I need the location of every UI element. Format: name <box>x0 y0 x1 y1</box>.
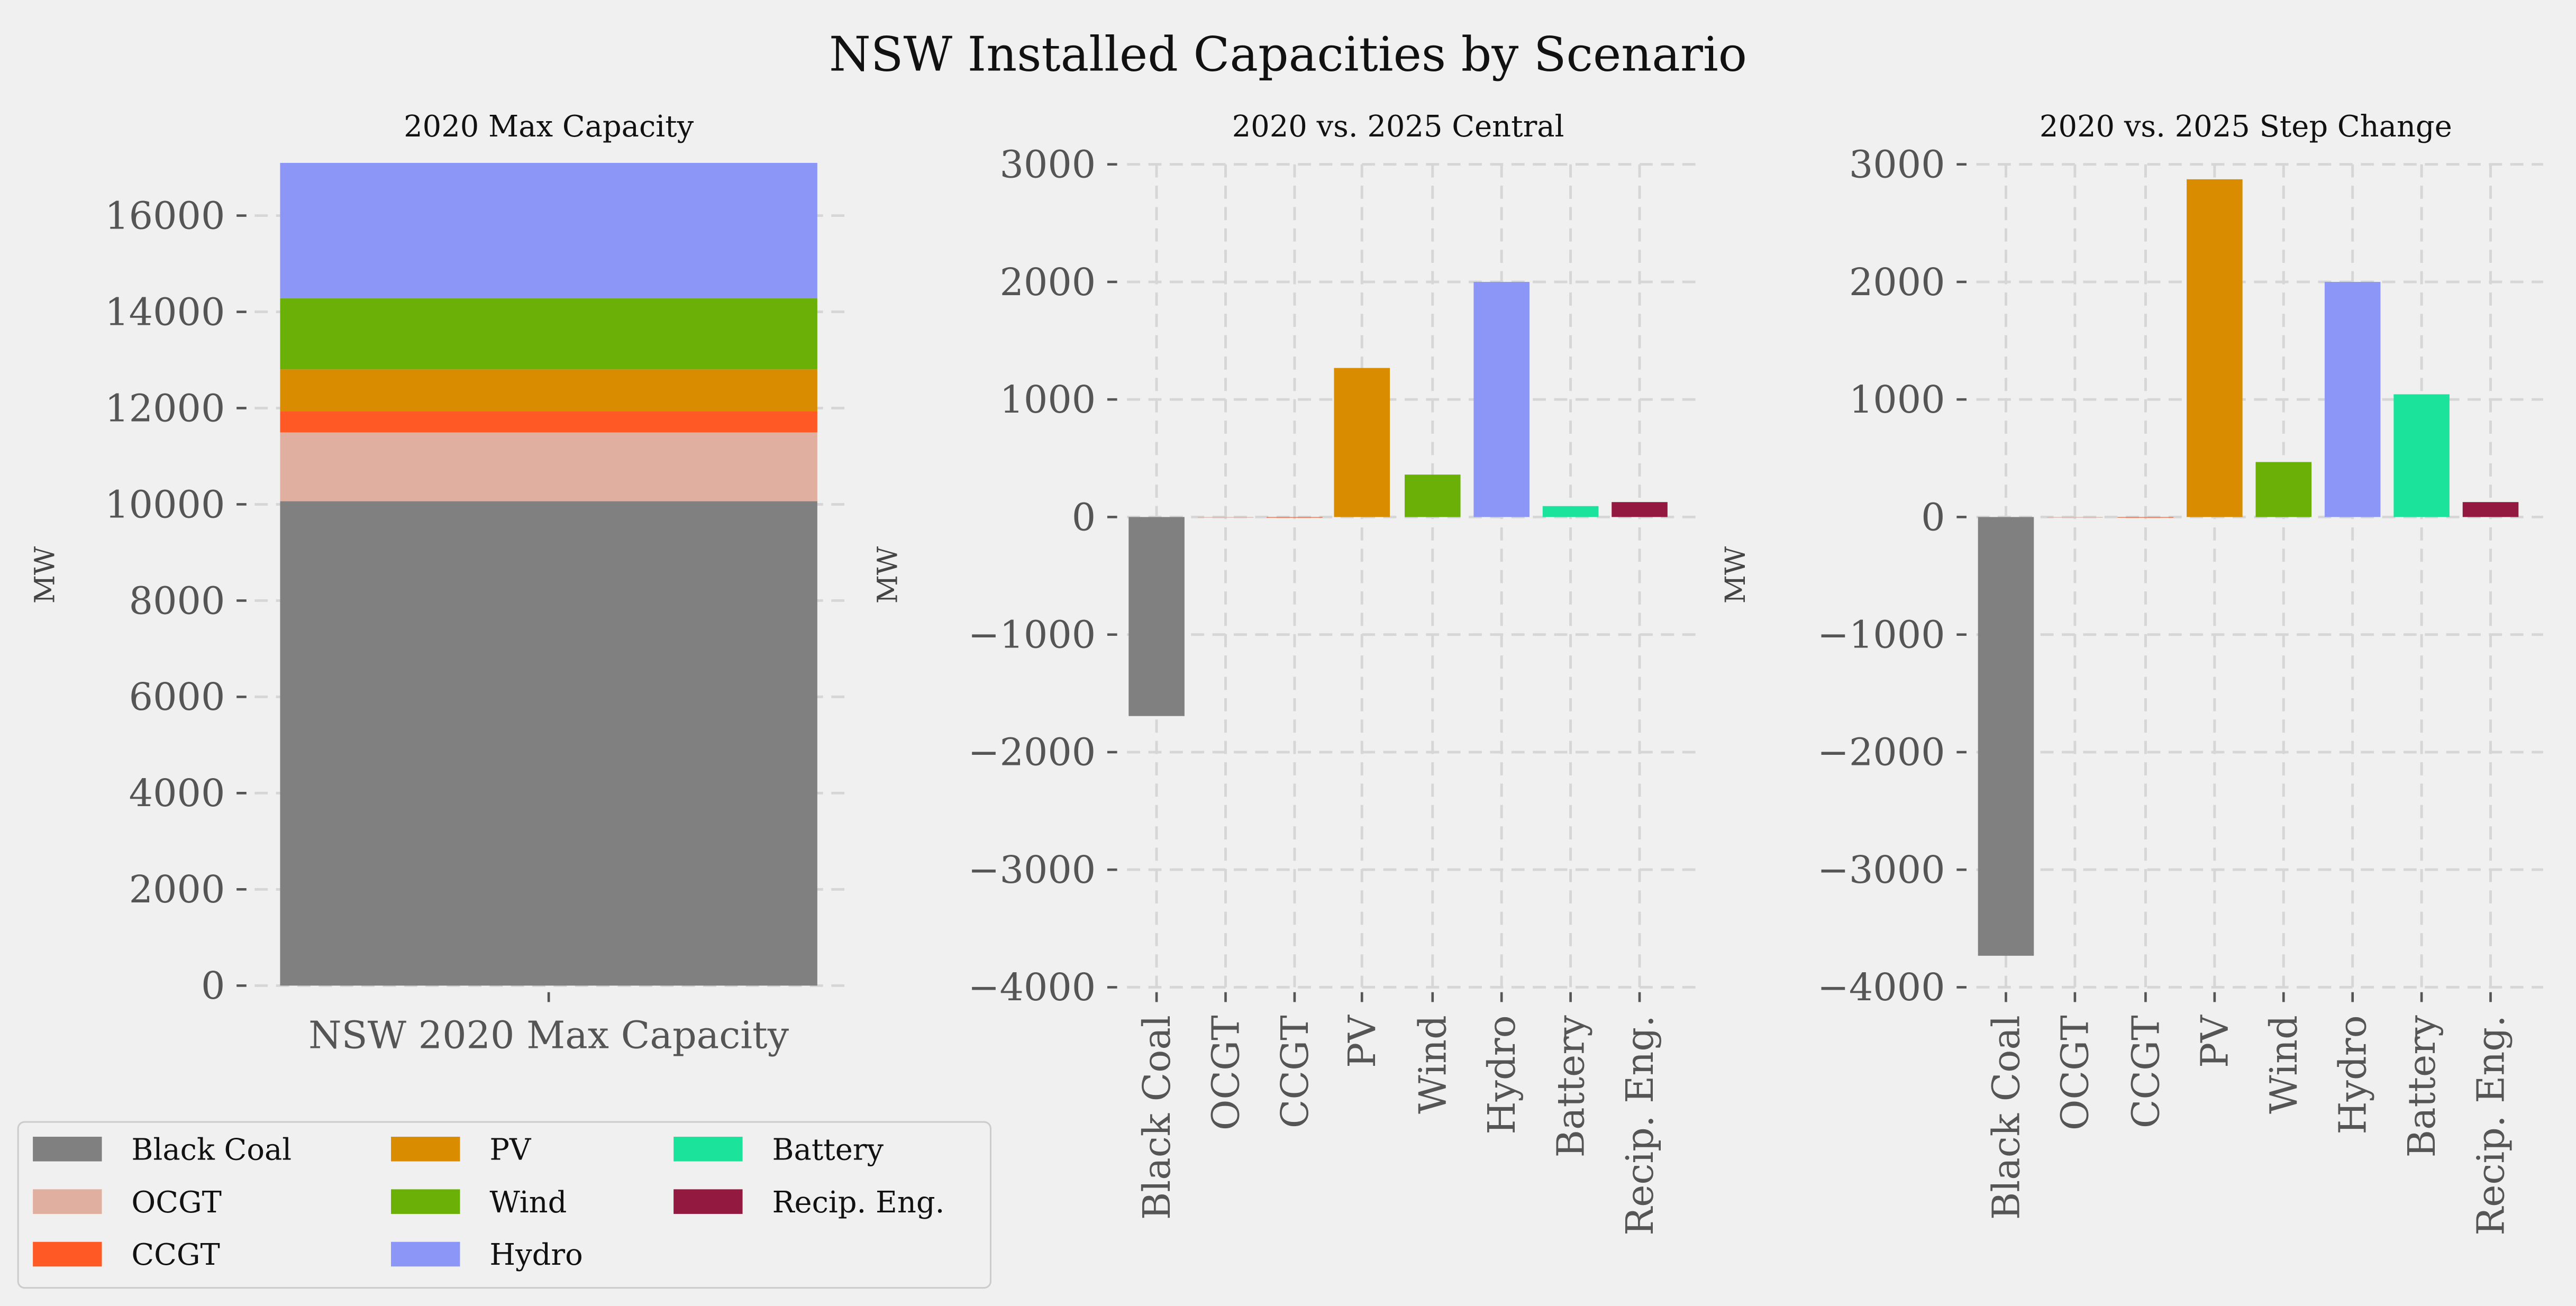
y-tick-label: −1000 <box>1817 613 1945 657</box>
legend-swatch <box>33 1136 102 1162</box>
x-tick-label: PV <box>2193 1015 2237 1068</box>
y-tick-label: 0 <box>1921 495 1945 539</box>
legend-label: Hydro <box>489 1238 582 1272</box>
legend-swatch <box>391 1189 460 1214</box>
y-tick-label: 3000 <box>1849 143 1945 187</box>
bar-segment-wind <box>280 298 817 370</box>
bar-segment-hydro <box>280 162 817 299</box>
legend-item: Hydro <box>391 1238 583 1272</box>
legend-swatch <box>391 1241 460 1267</box>
y-tick-label: −4000 <box>968 965 1096 1009</box>
bar-segment-pv <box>280 369 817 412</box>
legend-label: Wind <box>489 1185 567 1220</box>
x-tick-label: Battery <box>2400 1015 2444 1158</box>
y-tick-label: 2000 <box>129 867 225 911</box>
x-tick-label: Black Coal <box>1984 1015 2028 1220</box>
bar-black-coal <box>1128 517 1185 716</box>
x-tick-label: OCGT <box>2053 1015 2097 1130</box>
y-tick-label: −3000 <box>1817 848 1945 892</box>
x-tick-label: Wind <box>1411 1015 1455 1114</box>
bar-hydro <box>2324 281 2381 517</box>
bar-battery <box>1542 506 1599 517</box>
y-tick-label: 0 <box>201 964 225 1008</box>
legend-item: OCGT <box>33 1185 222 1220</box>
x-tick-label: OCGT <box>1204 1015 1248 1130</box>
bar-wind <box>2255 462 2312 517</box>
panel-2: 2020 vs. 2025 Central MW −4000 −3000 −2000 −1… <box>871 109 1696 1236</box>
x-tick-label: PV <box>1340 1015 1384 1068</box>
y-tick-label: −2000 <box>968 730 1096 774</box>
x-tick-label: Black Coal <box>1135 1015 1179 1220</box>
legend-swatch <box>673 1136 743 1162</box>
legend-label: Battery <box>772 1133 884 1167</box>
x-tick-label: CCGT <box>1273 1015 1317 1128</box>
bar-wind <box>1404 474 1461 517</box>
x-tick-label: Hydro <box>1480 1015 1524 1134</box>
bar-black-coal <box>1978 517 2034 956</box>
figure-title: NSW Installed Capacities by Scenario <box>829 27 1747 83</box>
panel-1: 2020 Max Capacity MW 0 2000 4000 6000 8000 1000… <box>29 109 846 1057</box>
y-tick-label: 3000 <box>999 143 1096 187</box>
legend-swatch <box>33 1189 102 1214</box>
y-tick-label: 16000 <box>105 194 225 238</box>
x-tick-label: NSW 2020 Max Capacity <box>308 1013 789 1057</box>
y-tick-label: 2000 <box>999 260 1096 304</box>
legend-label: CCGT <box>131 1238 220 1272</box>
x-tick-label: Recip. Eng. <box>2469 1015 2513 1235</box>
y-tick-label: 1000 <box>999 378 1096 422</box>
legend-label: PV <box>489 1133 532 1167</box>
legend-item: CCGT <box>33 1238 220 1272</box>
legend-item: Battery <box>673 1133 884 1167</box>
y-tick-label: 0 <box>1072 495 1096 539</box>
y-tick-label: −2000 <box>1817 730 1945 774</box>
x-tick-label: Battery <box>1549 1015 1592 1158</box>
y-tick-label: 6000 <box>129 675 225 719</box>
bar-recip-eng- <box>2462 502 2519 517</box>
y-tick-label: 8000 <box>129 579 225 623</box>
x-tick-label: CCGT <box>2124 1015 2168 1128</box>
y-tick-label: 12000 <box>105 386 225 430</box>
bar-pv <box>2187 179 2243 517</box>
legend-label: OCGT <box>131 1185 221 1220</box>
bar-battery <box>2393 394 2450 517</box>
panel-title: 2020 vs. 2025 Central <box>1232 109 1564 144</box>
bar-segment-ocgt <box>280 432 817 501</box>
panel-title: 2020 Max Capacity <box>404 109 694 144</box>
legend-item: Black Coal <box>33 1133 292 1167</box>
legend-label: Recip. Eng. <box>772 1185 944 1220</box>
y-axis-label: MW <box>1719 546 1752 604</box>
y-tick-label: 2000 <box>1849 260 1945 304</box>
x-tick-label: Recip. Eng. <box>1618 1015 1662 1235</box>
legend-item: Wind <box>391 1185 567 1220</box>
y-tick-label: 4000 <box>129 771 225 815</box>
y-tick-label: −4000 <box>1817 965 1945 1009</box>
legend-item: PV <box>391 1133 532 1167</box>
legend: Black Coal OCGT CCGT PV Wind Hydro Battery Reci… <box>17 1121 992 1289</box>
legend-swatch <box>33 1241 102 1267</box>
y-tick-label: 10000 <box>105 482 225 526</box>
legend-swatch <box>391 1136 460 1162</box>
bar-pv <box>1334 368 1390 517</box>
bar-segment-black-coal <box>280 501 817 986</box>
y-tick-label: 14000 <box>105 290 225 334</box>
bar-hydro <box>1473 281 1530 517</box>
legend-item: Recip. Eng. <box>673 1185 944 1220</box>
y-tick-label: −1000 <box>968 613 1096 657</box>
y-axis-label: MW <box>29 546 61 604</box>
bar-segment-ccgt <box>280 411 817 433</box>
x-tick-label: Hydro <box>2331 1015 2375 1134</box>
legend-label: Black Coal <box>131 1133 292 1167</box>
y-tick-label: 1000 <box>1849 378 1945 422</box>
legend-swatch <box>673 1189 743 1214</box>
bar-recip-eng- <box>1612 502 1668 517</box>
panel-title: 2020 vs. 2025 Step Change <box>2040 109 2452 144</box>
y-axis-label: MW <box>871 546 904 604</box>
panel-3: 2020 vs. 2025 Step Change MW −4000 −3000 −20… <box>1719 109 2543 1236</box>
y-tick-label: −3000 <box>968 848 1096 892</box>
x-tick-label: Wind <box>2262 1015 2306 1114</box>
